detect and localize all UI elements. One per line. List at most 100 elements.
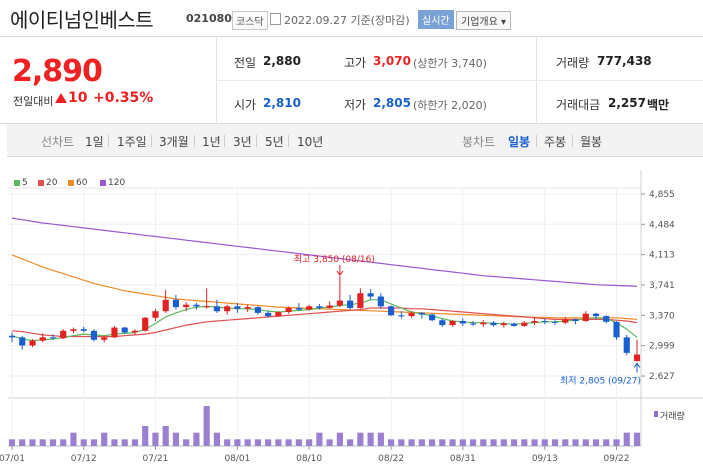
candle-body: [49, 337, 57, 339]
volume-bar: [121, 439, 128, 446]
volume-bar: [408, 439, 415, 446]
volume-bar: [254, 439, 261, 446]
tab-3month[interactable]: 3개월: [159, 135, 189, 149]
prev-close-value: 2,880: [263, 54, 301, 68]
tab-daily[interactable]: 일봉: [508, 135, 531, 149]
tab-separator: [108, 135, 109, 147]
tab-weekly[interactable]: 주봉: [544, 135, 567, 149]
candle-body: [101, 337, 108, 340]
high-value: 3,070: [373, 54, 411, 68]
candle-body: [131, 330, 139, 333]
y-tick-label: 4,855: [649, 190, 675, 200]
candle-body: [490, 322, 497, 326]
tab-separator: [288, 135, 289, 147]
volume-bar: [19, 439, 26, 446]
legend-ma5: 5: [22, 178, 28, 188]
volume-bar: [234, 439, 241, 446]
candle-body: [275, 312, 282, 317]
market-badge: 코스닥: [232, 11, 268, 30]
max-arrowhead-icon: [336, 270, 344, 276]
stock-header: [0, 0, 703, 37]
volume-bar: [490, 439, 497, 446]
series-ma120-line: [11, 217, 638, 287]
volume-bar: [582, 439, 589, 446]
volume-bar: [603, 439, 610, 446]
candle-body: [111, 327, 118, 338]
divider: [216, 80, 703, 81]
chevron-down-icon: ▾: [501, 17, 507, 28]
candle-body: [377, 296, 384, 307]
volume-bar: [551, 439, 559, 446]
tab-1day[interactable]: 1일: [85, 135, 104, 149]
volume-bar: [316, 432, 323, 446]
volume-bar: [183, 439, 190, 446]
candle-body: [295, 307, 302, 310]
candle-body: [592, 313, 600, 317]
candle-body: [336, 300, 343, 306]
tab-5year[interactable]: 5년: [265, 135, 284, 149]
price-chart[interactable]: 4,855 4,484 4,113 3,741 3,370 2,999 2,627 07/01…: [0, 170, 703, 469]
volume-bar: [449, 439, 456, 446]
tab-1year[interactable]: 1년: [202, 135, 221, 149]
volume-bar: [357, 432, 364, 446]
candle-body: [408, 312, 415, 317]
candle-body: [19, 337, 26, 346]
volume-bar: [49, 439, 57, 446]
low-value: 2,805: [373, 96, 411, 110]
volume-legend-label: 거래량: [660, 412, 685, 422]
volume-bar: [39, 439, 46, 446]
volume-bar: [480, 439, 487, 446]
candle-body: [193, 304, 200, 307]
candle-body: [121, 327, 128, 333]
stock-code: 021080: [186, 12, 232, 25]
candle-body: [572, 319, 579, 322]
candle-body: [213, 306, 220, 312]
candle-body: [285, 307, 292, 313]
volume-bar: [572, 439, 579, 446]
x-tick-label: 08/01: [224, 454, 250, 464]
min-arrowhead-icon: [633, 362, 641, 368]
candle-chart-label: 봉차트: [462, 135, 496, 149]
quote-date: 2022.09.27 기준(장마감): [284, 12, 410, 28]
candle-body: [367, 293, 374, 297]
candle-body: [551, 321, 559, 323]
volume-bar: [60, 439, 67, 446]
volume-bar: [388, 439, 395, 446]
volume-bar: [8, 439, 16, 446]
tab-1week[interactable]: 1주일: [117, 135, 147, 149]
volume-value: 777,438: [597, 54, 652, 68]
volume-bar: [306, 439, 313, 446]
tab-monthly[interactable]: 월봉: [580, 135, 603, 149]
candle-body: [398, 315, 405, 317]
candle-body: [562, 319, 569, 323]
tab-3year[interactable]: 3년: [233, 135, 252, 149]
amount-label: 거래대금: [556, 98, 601, 112]
candle-body: [254, 307, 261, 313]
y-tick-label: 4,484: [649, 220, 675, 230]
candle-body: [162, 299, 169, 312]
candle-body: [29, 340, 36, 346]
open-value: 2,810: [263, 96, 301, 110]
volume-bar: [70, 432, 77, 446]
candle-body: [172, 299, 180, 308]
quote-panel: [0, 37, 703, 124]
stock-name: 에이티넘인베스트: [10, 8, 154, 32]
tab-10year[interactable]: 10년: [297, 135, 324, 149]
realtime-button[interactable]: 실시간: [418, 10, 454, 29]
candle-body: [623, 337, 630, 353]
corp-overview-button[interactable]: 기업개요 ▾: [456, 11, 512, 30]
legend-swatch-ma60: [68, 180, 74, 186]
candle-body: [510, 323, 518, 326]
volume-bar: [265, 439, 272, 446]
candle-body: [316, 306, 323, 308]
candle-body: [234, 306, 241, 309]
volume-bar: [398, 439, 405, 446]
legend-ma20: 20: [46, 178, 58, 188]
low-label: 저가: [344, 98, 367, 112]
change-value: 10: [68, 90, 88, 106]
volume-bar: [633, 432, 641, 446]
candle-body: [152, 311, 159, 318]
volume-bar: [193, 432, 200, 446]
candle-body: [541, 321, 548, 323]
candle-body: [521, 322, 528, 326]
